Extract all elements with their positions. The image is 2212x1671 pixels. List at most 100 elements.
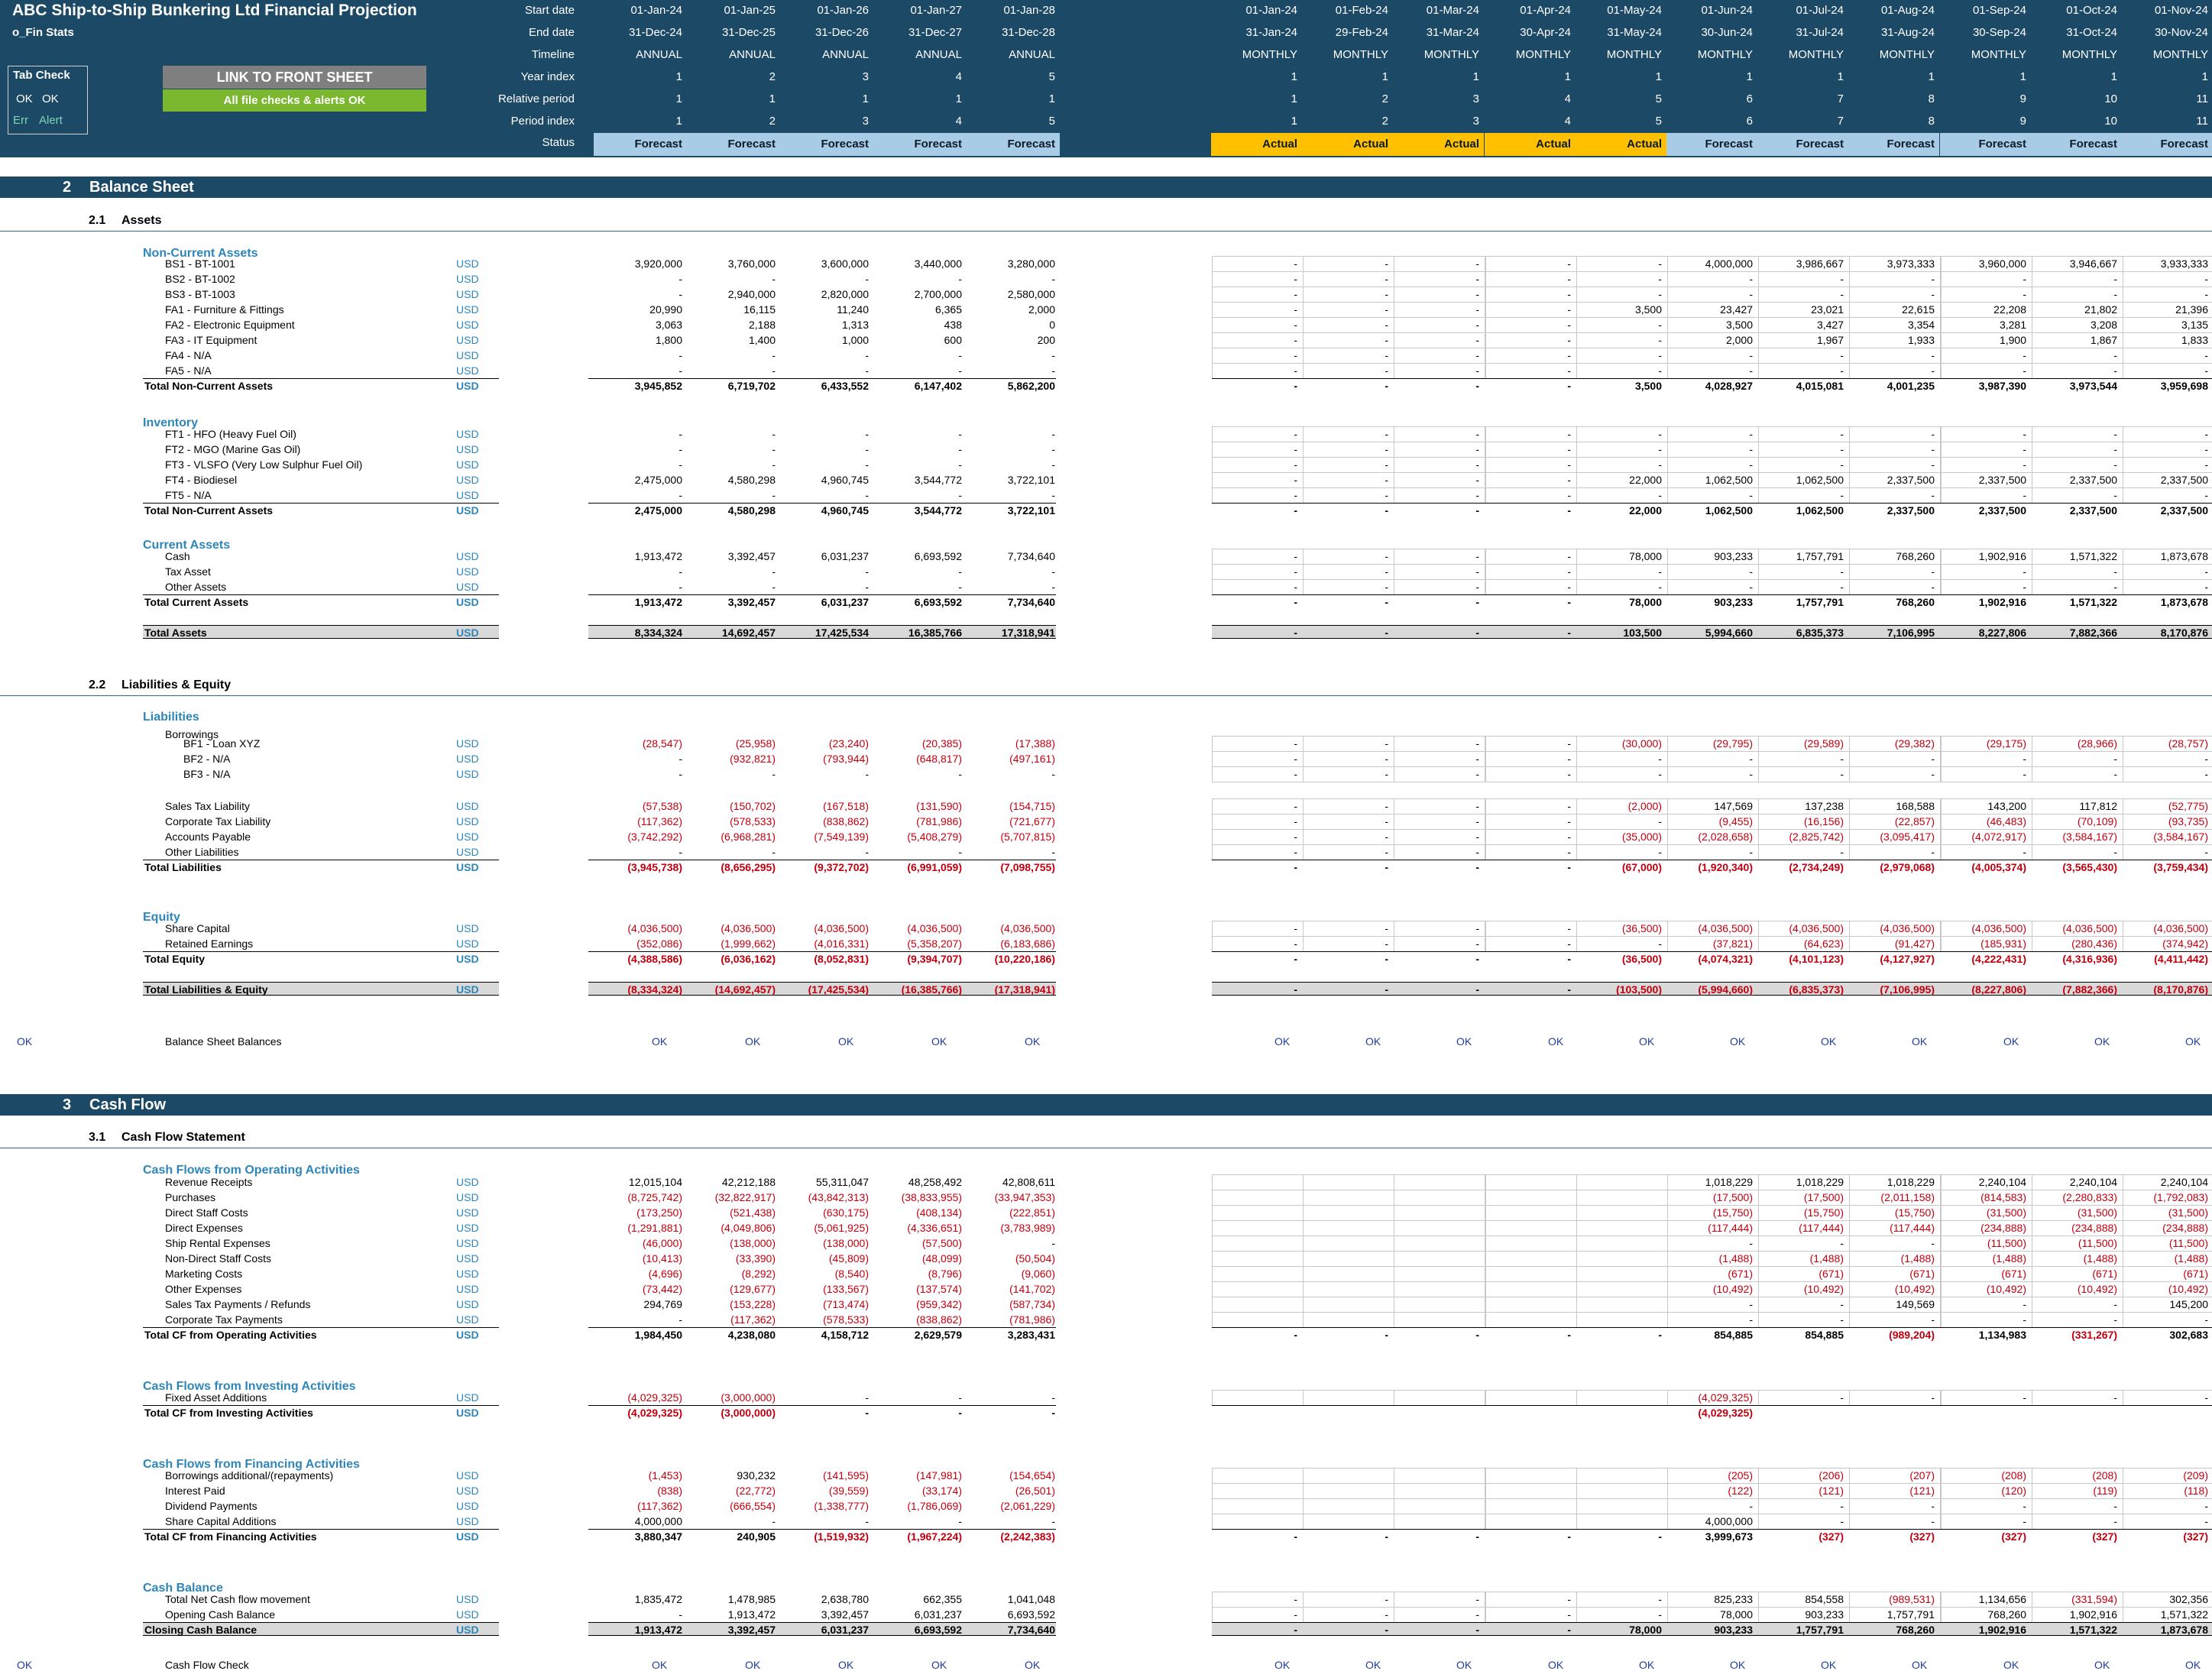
monthly-value-cell: (671)	[2001, 1268, 2026, 1280]
monthly-value-cell: 903,233	[1805, 1608, 1844, 1621]
row-label: Corporate Tax Liability	[165, 815, 271, 827]
monthly-value-cell: -	[1294, 938, 1297, 950]
monthly-value-cell: -	[1475, 938, 1479, 950]
total-row-highlight	[1212, 626, 2212, 638]
monthly-value-cell: 2,337,500	[1887, 474, 1935, 486]
group-operating-cf: Cash Flows from Operating Activities	[143, 1164, 360, 1177]
unit-label: USD	[456, 753, 479, 765]
annual-value-cell: (20,385)	[921, 737, 962, 750]
annual-value-cell: -	[772, 581, 776, 593]
monthly-grid-cell	[1303, 1390, 1394, 1406]
monthly-value-cell: 4,028,927	[1705, 380, 1753, 392]
monthly-value-cell: -	[1385, 504, 1388, 517]
unit-label: USD	[456, 1530, 479, 1543]
monthly-value-cell: -	[1840, 288, 1844, 300]
monthly-grid-cell	[1394, 1483, 1485, 1499]
monthly-value-cell: 825,233	[1714, 1593, 1753, 1605]
monthly-grid-cell	[1576, 1468, 1668, 1484]
row-label: FA3 - IT Equipment	[165, 334, 257, 346]
annual-value-cell: -	[958, 1515, 962, 1527]
monthly-value-cell: -	[1658, 428, 1662, 440]
monthly-grid-cell	[1394, 564, 1485, 580]
sheet-name: o_Fin Stats	[12, 26, 74, 39]
monthly-grid-cell	[1485, 1607, 1577, 1623]
annual-value-cell: (4,036,500)	[721, 922, 776, 934]
monthly-grid-cell	[1212, 487, 1304, 504]
annual-value-cell: (17,318,941)	[994, 983, 1055, 996]
annual-value-cell: -	[865, 364, 869, 377]
bs-check-label: Balance Sheet Balances	[165, 1035, 282, 1048]
annual-value-cell: 3,722,101	[1007, 474, 1055, 486]
monthly-grid-cell	[1758, 844, 1850, 860]
monthly-value-cell: -	[1658, 938, 1662, 950]
annual-value-cell: 2,820,000	[821, 288, 869, 300]
monthly-grid-cell	[1303, 287, 1394, 303]
monthly-grid-cell	[1212, 751, 1304, 767]
row-label: Sales Tax Liability	[165, 800, 251, 812]
monthly-grid-cell	[1485, 302, 1577, 318]
annual-value-cell: -	[678, 768, 682, 780]
monthly-value-cell: -	[1567, 596, 1571, 608]
annual-value-cell: -	[1051, 768, 1055, 780]
monthly-status-cell: Actual	[1302, 133, 1393, 156]
monthly-grid-cell	[1303, 844, 1394, 860]
monthly-value-cell: (119)	[2093, 1485, 2117, 1497]
monthly-grid-cell	[1758, 487, 1850, 504]
monthly-value-cell: -	[1567, 257, 1571, 270]
annual-value-cell: (521,438)	[730, 1206, 776, 1219]
link-to-front-sheet-button[interactable]: LINK TO FRONT SHEET	[163, 66, 426, 89]
monthly-grid-cell	[1576, 751, 1668, 767]
monthly-value-cell: 3,973,544	[2069, 380, 2117, 392]
annual-value-cell: (2,242,383)	[1000, 1530, 1055, 1543]
tab-check-ok-1: OK	[16, 92, 33, 105]
monthly-grid-cell	[1485, 829, 1577, 845]
annual-value-cell: (141,595)	[823, 1469, 869, 1482]
annual-value-cell: (3,000,000)	[721, 1407, 776, 1419]
annual-value-cell: (10,220,186)	[994, 953, 1055, 965]
monthly-grid-cell	[1576, 1312, 1668, 1328]
monthly-grid-cell	[1303, 936, 1394, 952]
monthly-grid-cell	[1394, 1281, 1485, 1297]
row-label: BF3 - N/A	[183, 768, 231, 780]
total-rule	[1212, 503, 2212, 504]
monthly-value-cell: (327)	[2092, 1530, 2117, 1543]
total-rule	[143, 594, 499, 595]
monthly-value-cell: -	[1294, 831, 1297, 843]
monthly-value-cell: -	[1567, 288, 1571, 300]
monthly-value-cell: -	[2113, 273, 2117, 285]
monthly-header-year: 1	[2019, 70, 2026, 83]
monthly-value-cell: -	[1475, 319, 1479, 331]
annual-value-cell: (1,967,224)	[907, 1530, 962, 1543]
monthly-value-cell: -	[1475, 273, 1479, 285]
monthly-grid-cell	[1485, 1483, 1577, 1499]
annual-value-cell: -	[865, 489, 869, 501]
unit-label: USD	[456, 303, 479, 316]
monthly-grid-cell	[1303, 348, 1394, 364]
monthly-grid-cell	[1576, 1281, 1668, 1297]
total-rule	[143, 1327, 499, 1328]
monthly-value-cell: -	[1475, 303, 1479, 316]
monthly-status-cell: Actual	[1485, 133, 1576, 156]
total-rule	[1212, 995, 2212, 996]
monthly-value-cell: -	[1658, 288, 1662, 300]
monthly-value-cell: -	[1658, 319, 1662, 331]
monthly-grid-cell	[1667, 442, 1759, 458]
annual-value-cell: (838,862)	[916, 1313, 962, 1326]
monthly-grid-cell	[1758, 287, 1850, 303]
annual-value-cell: -	[772, 489, 776, 501]
monthly-value-cell: (91,427)	[1894, 938, 1935, 950]
monthly-value-cell: -	[1475, 474, 1479, 486]
monthly-value-cell: 2,240,104	[1978, 1176, 2026, 1188]
monthly-value-cell: -	[1567, 380, 1571, 392]
monthly-value-cell: 2,240,104	[2160, 1176, 2208, 1188]
monthly-value-cell: (4,036,500)	[1698, 922, 1753, 934]
monthly-value-cell: -	[1475, 428, 1479, 440]
monthly-value-cell: -	[1567, 627, 1571, 639]
monthly-header-start: 01-Nov-24	[2154, 4, 2208, 17]
monthly-grid-cell	[1485, 457, 1577, 473]
monthly-header-period: 5	[1655, 115, 1662, 128]
monthly-grid-cell	[1394, 936, 1485, 952]
monthly-grid-cell	[1758, 363, 1850, 379]
monthly-value-cell: (1,488)	[1992, 1252, 2026, 1265]
monthly-grid-cell	[2032, 1514, 2123, 1530]
